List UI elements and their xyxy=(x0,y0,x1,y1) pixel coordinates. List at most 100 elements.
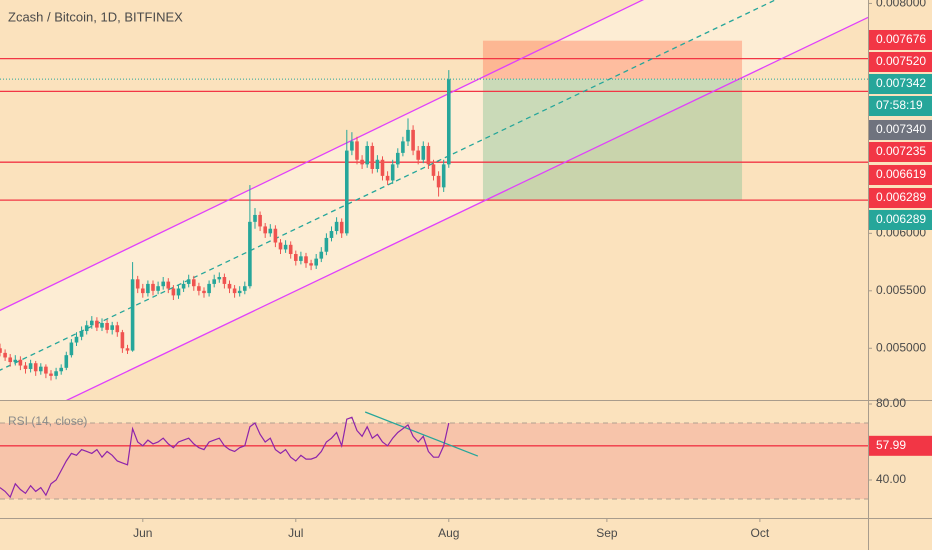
candle-body xyxy=(380,159,385,176)
candle-body xyxy=(59,367,63,372)
y-tick-label: 0.008000 xyxy=(876,0,926,10)
price-label: 0.006289 xyxy=(876,190,926,204)
candle-body xyxy=(100,322,104,328)
rsi-trendline xyxy=(364,411,479,457)
candle-body xyxy=(217,277,222,280)
candle-body xyxy=(263,226,267,234)
candle-body xyxy=(375,159,380,169)
candle-body xyxy=(44,366,48,374)
candle-body xyxy=(441,164,446,188)
candle-body xyxy=(171,288,176,296)
candle-body xyxy=(120,332,125,349)
price-label-box xyxy=(869,142,932,162)
candle-body xyxy=(191,279,196,287)
candle-body xyxy=(186,279,191,284)
candle-body xyxy=(197,286,201,291)
rsi-tick-label: 80.00 xyxy=(876,396,906,410)
candle-body xyxy=(54,371,58,376)
candle-body xyxy=(212,279,216,284)
candle-body xyxy=(176,288,181,296)
candle-body xyxy=(299,256,303,261)
candle-body xyxy=(237,290,242,294)
candle-body xyxy=(79,331,84,337)
candle-body xyxy=(202,290,206,294)
candle-body xyxy=(293,254,298,261)
candle-body xyxy=(395,152,400,165)
price-label: 0.006619 xyxy=(876,167,926,181)
price-label: 07:58:19 xyxy=(876,98,923,112)
candle-body xyxy=(18,359,23,366)
x-tick-label: Sep xyxy=(596,526,618,540)
candle-body xyxy=(38,366,43,372)
candle-body xyxy=(33,363,38,372)
candle-body xyxy=(242,286,247,291)
candle-body xyxy=(329,231,334,238)
candle-body xyxy=(135,279,140,289)
candle-body xyxy=(23,365,28,369)
candle-body xyxy=(156,286,160,291)
price-label: 0.006289 xyxy=(876,212,926,226)
candle-body xyxy=(355,141,359,160)
candle-body xyxy=(421,145,426,160)
candle-body xyxy=(13,359,18,363)
rsi-level-label: 57.99 xyxy=(876,438,906,452)
candle-body xyxy=(140,288,145,294)
x-tick-label: Aug xyxy=(438,526,459,540)
channel-line xyxy=(0,0,777,371)
price-pane xyxy=(0,0,868,400)
candle-body xyxy=(446,79,451,165)
candle-body xyxy=(411,129,415,151)
price-label-box xyxy=(869,52,932,72)
channel-line xyxy=(0,0,645,312)
candle-body xyxy=(105,322,109,330)
candle-body xyxy=(278,242,283,250)
candle-body xyxy=(181,283,186,289)
price-label-box xyxy=(869,96,932,116)
candle-body xyxy=(324,237,329,252)
candle-body xyxy=(370,145,375,169)
price-label-box xyxy=(869,165,932,185)
candle-body xyxy=(74,336,79,343)
candle-body xyxy=(28,363,33,369)
candle-body xyxy=(232,288,237,294)
candle-body xyxy=(222,277,227,284)
y-tick-label: 0.005000 xyxy=(876,340,926,354)
price-label-box xyxy=(869,188,932,208)
candle-body xyxy=(151,283,155,291)
candle-body xyxy=(253,214,257,222)
candle-body xyxy=(3,352,7,358)
candle-body xyxy=(314,258,318,266)
rsi-band xyxy=(0,422,868,499)
price-label-box xyxy=(869,210,932,230)
candle-body xyxy=(207,283,211,294)
candle-body xyxy=(125,348,130,351)
candle-body xyxy=(64,355,69,368)
price-label: 0.007520 xyxy=(876,54,926,68)
candle-body xyxy=(115,325,120,333)
position-stop-zone xyxy=(482,40,743,80)
candle-body xyxy=(258,214,262,227)
candle-body xyxy=(89,320,94,326)
candle-body xyxy=(0,348,2,353)
candle-body xyxy=(431,164,436,176)
candle-body xyxy=(248,221,252,287)
candle-body xyxy=(268,228,273,234)
candle-body xyxy=(319,251,324,259)
candle-body xyxy=(273,228,278,243)
candle-body xyxy=(49,373,53,376)
price-label-box xyxy=(869,74,932,94)
candle-body xyxy=(130,279,135,351)
x-tick-label: Jul xyxy=(288,526,303,540)
candle-body xyxy=(110,325,114,330)
price-label: 0.007676 xyxy=(876,32,926,46)
x-tick-label: Oct xyxy=(751,526,770,540)
rsi-tick-label: 40.00 xyxy=(876,472,906,486)
price-label: 0.007340 xyxy=(876,122,926,136)
price-label-box xyxy=(869,120,932,140)
candle-body xyxy=(227,283,232,289)
candle-body xyxy=(360,159,364,165)
candle-body xyxy=(8,357,12,363)
candle-body xyxy=(426,145,431,165)
